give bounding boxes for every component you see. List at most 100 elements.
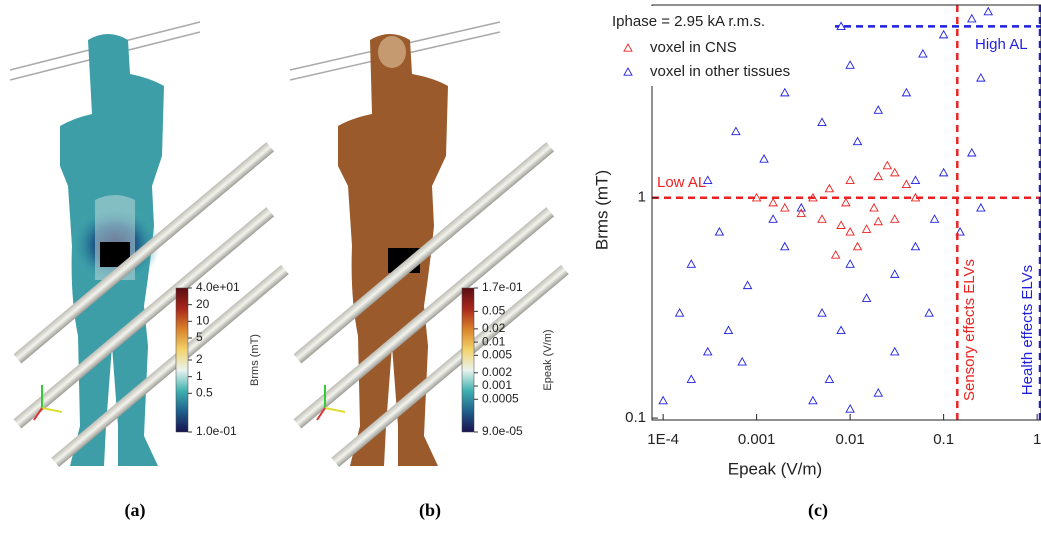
panel-label: (c) [808, 500, 828, 521]
data-point [686, 259, 697, 268]
data-point [845, 259, 855, 268]
colorbar-tick-label: 0.05 [482, 304, 506, 318]
reference-label: Health effects ELVs [1019, 265, 1036, 395]
colorbar-tick-label: 1.7e-01 [482, 280, 523, 294]
legend-title: Iphase = 2.95 kA r.m.s. [612, 13, 765, 30]
data-point [889, 214, 900, 223]
colorbar-tick-label: 20 [196, 297, 210, 311]
colorbar-tick-label: 0.0005 [482, 391, 519, 405]
colorbar-tick-label: 9.0e-05 [482, 424, 523, 438]
data-point [796, 202, 807, 212]
data-point [910, 175, 921, 184]
data-point [796, 208, 807, 217]
data-point [841, 197, 851, 207]
data-point [836, 325, 846, 335]
reference-label: High AL [975, 36, 1028, 53]
data-point [924, 308, 934, 317]
data-point [845, 404, 855, 413]
data-point [873, 388, 884, 397]
data-point [861, 293, 872, 302]
data-point [861, 224, 872, 233]
data-point [723, 325, 734, 335]
plot-frame [651, 4, 1041, 421]
data-point [742, 280, 753, 290]
reference-label: Low AL [657, 174, 706, 191]
data-point [830, 250, 841, 259]
legend-marker [623, 67, 633, 76]
data-point [852, 241, 863, 251]
data-point [918, 48, 928, 58]
colorbar-title: Epeak (V/m) [542, 329, 554, 390]
data-point [817, 308, 827, 317]
data-point [938, 29, 949, 39]
data-point [901, 87, 912, 97]
legend-label: voxel in other tissues [650, 63, 790, 80]
legend-label: voxel in CNS [650, 39, 737, 56]
data-point [836, 21, 846, 30]
data-point [873, 105, 884, 114]
y-tick-label: 0.1 [625, 409, 646, 426]
legend-box [607, 6, 835, 86]
data-point [759, 154, 769, 163]
colorbar-title: Brms (mT) [249, 334, 261, 386]
data-point [873, 171, 884, 181]
data-point [845, 175, 855, 184]
data-point [882, 160, 893, 170]
data-point [737, 356, 747, 366]
data-point [824, 183, 835, 193]
data-point [845, 226, 855, 236]
data-point [780, 202, 790, 212]
data-point [768, 197, 778, 207]
data-point [852, 136, 863, 146]
data-point [768, 214, 778, 223]
x-tick-label: 1E-4 [647, 431, 679, 448]
data-point [938, 167, 949, 177]
data-point [817, 214, 827, 223]
data-point [817, 117, 827, 126]
data-point [780, 241, 790, 251]
colorbar-tick-label: 0.001 [482, 378, 512, 392]
colorbar-tick-label: 0.005 [482, 347, 512, 361]
data-point [929, 214, 940, 223]
colorbar-tick-label: 1.0e-01 [196, 424, 237, 438]
data-point [869, 202, 879, 212]
y-axis-label: Brms (mT) [592, 170, 611, 250]
colorbar-tick-label: 4.0e+01 [196, 280, 240, 294]
panel-label: (a) [125, 500, 146, 521]
colorbar-tick-label: 10 [196, 313, 210, 327]
colorbar-tick-label: 0.02 [482, 321, 506, 335]
data-point [889, 346, 900, 356]
data-point [983, 6, 994, 16]
colorbar [461, 287, 475, 433]
x-tick-label: 0.01 [836, 431, 865, 448]
data-point [967, 13, 977, 23]
panel-label: (b) [419, 500, 441, 521]
data-point [845, 60, 855, 69]
data-point [702, 175, 713, 184]
render-a [9, 21, 289, 468]
data-point [836, 220, 846, 229]
x-tick-label: 0.001 [738, 431, 776, 448]
y-tick-label: 1 [638, 189, 646, 206]
data-point [955, 226, 965, 236]
data-point [714, 226, 725, 236]
data-point [780, 87, 790, 97]
data-point [824, 374, 835, 383]
x-tick-label: 0.1 [933, 431, 954, 448]
colorbar-tick-label: 0.002 [482, 365, 512, 379]
data-point [686, 374, 697, 383]
colorbar [175, 287, 189, 433]
colorbar-tick-label: 0.5 [196, 385, 213, 399]
x-axis-label: Epeak (V/m) [728, 459, 822, 478]
x-tick-label: 1 [1033, 431, 1041, 448]
legend-marker [623, 43, 633, 52]
data-point [889, 269, 900, 278]
data-point [674, 308, 685, 317]
data-point [808, 395, 818, 405]
data-point [901, 179, 912, 189]
data-point [889, 167, 900, 177]
reference-label: Sensory effects ELVs [961, 259, 978, 401]
data-point [976, 202, 986, 212]
